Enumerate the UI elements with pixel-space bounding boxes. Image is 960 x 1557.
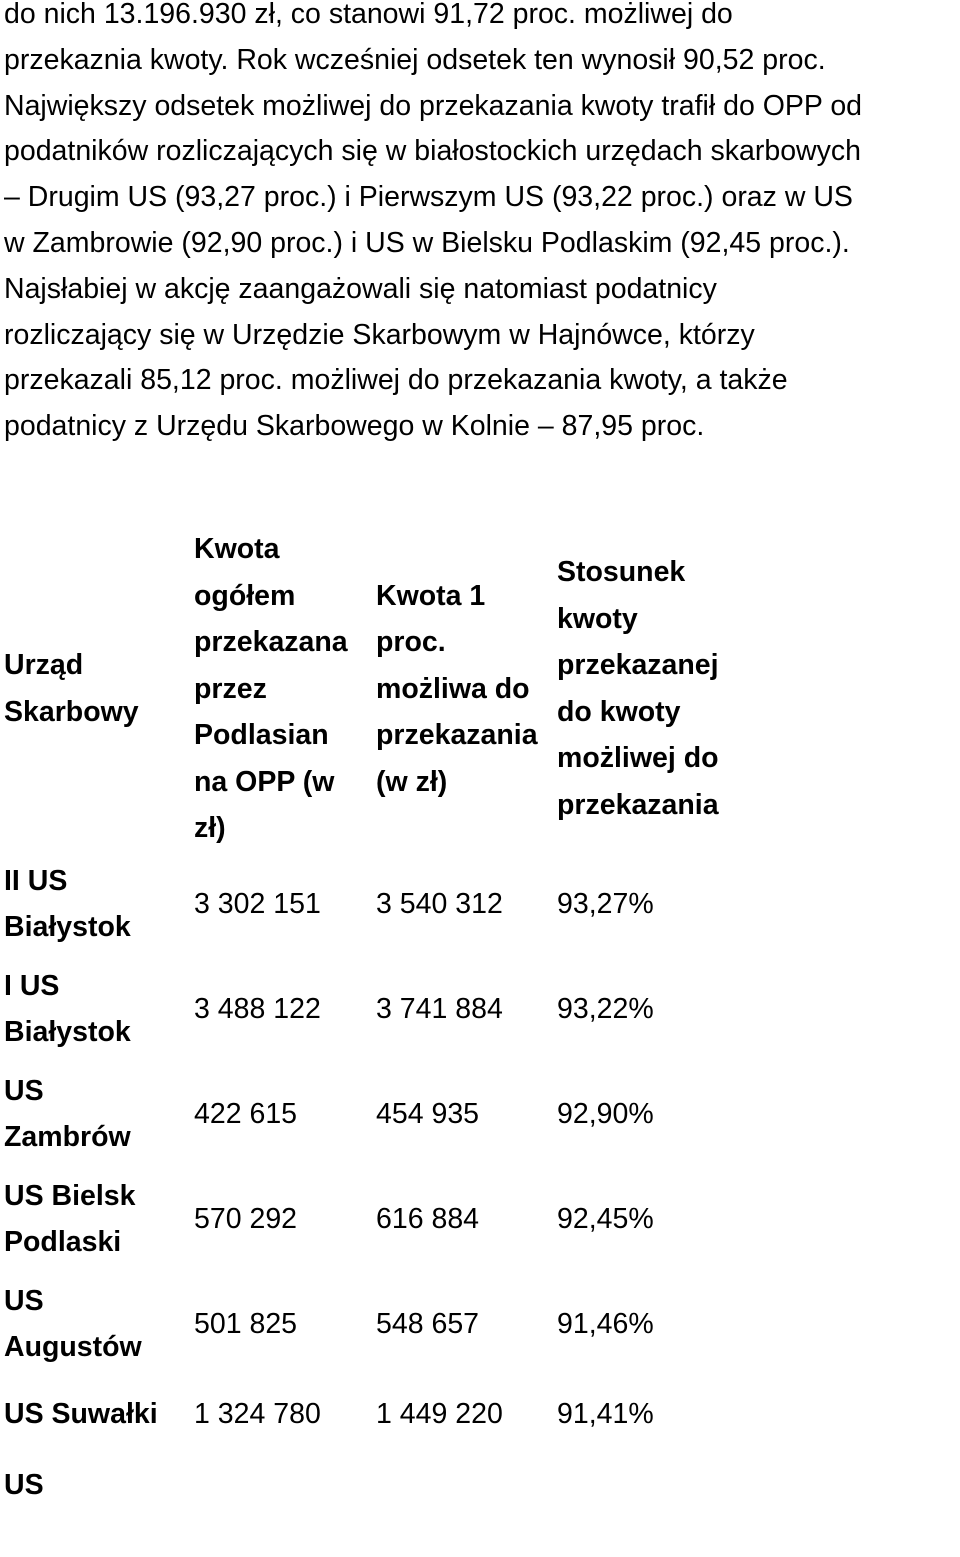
office-cell: I US Białystok bbox=[0, 957, 194, 1062]
office-line: Białystok bbox=[4, 1016, 131, 1048]
table-header: Urząd Skarbowy Kwota ogółem przekazana p… bbox=[0, 526, 777, 852]
table-row: US bbox=[0, 1452, 777, 1557]
office-cell: II US Białystok bbox=[0, 852, 194, 957]
total-cell: 501 825 bbox=[194, 1308, 298, 1340]
header-line: przekazania bbox=[376, 719, 538, 751]
header-line: przez bbox=[194, 672, 267, 705]
header-line: Podlasian bbox=[194, 719, 329, 751]
header-line: zł) bbox=[194, 812, 226, 844]
header-line: przekazana bbox=[194, 626, 348, 658]
table-row: I US Białystok 3 488 122 3 741 884 93,22… bbox=[0, 957, 777, 1062]
paragraph-line: przekaznia kwoty. Rok wcześniej odsetek … bbox=[4, 43, 826, 76]
paragraph-line: Najsłabiej w akcję zaangażowali się nato… bbox=[4, 272, 717, 305]
office-line: US Bielsk bbox=[4, 1180, 136, 1212]
tax-office-table: Urząd Skarbowy Kwota ogółem przekazana p… bbox=[0, 526, 777, 1557]
office-line: II US bbox=[4, 865, 68, 897]
header-line: Urząd bbox=[4, 649, 84, 682]
possible-cell: 3 540 312 bbox=[376, 888, 503, 920]
ratio-cell bbox=[557, 1452, 777, 1557]
paragraph-line: rozliczający się w Urzędzie Skarbowym w … bbox=[4, 318, 755, 351]
office-cell: US Zambrów bbox=[0, 1062, 194, 1167]
header-line: Stosunek bbox=[557, 556, 686, 589]
article-paragraph: do nich 13.196.930 zł, co stanowi 91,72 … bbox=[4, 0, 954, 450]
office-cell: US Bielsk Podlaski bbox=[0, 1167, 194, 1272]
header-line: na OPP (w bbox=[194, 765, 335, 798]
header-line: Kwota 1 bbox=[376, 579, 486, 612]
ratio-cell: 91,41% bbox=[557, 1398, 654, 1430]
possible-cell: 548 657 bbox=[376, 1308, 480, 1340]
header-line: do kwoty bbox=[557, 695, 681, 728]
header-line: Kwota bbox=[194, 533, 280, 565]
ratio-cell: 92,90% bbox=[557, 1098, 654, 1130]
total-cell bbox=[194, 1452, 376, 1557]
office-line: Augustów bbox=[4, 1331, 142, 1363]
header-line: Skarbowy bbox=[4, 695, 139, 728]
office-line: Podlaski bbox=[4, 1226, 122, 1258]
possible-cell: 454 935 bbox=[376, 1098, 480, 1130]
header-line: ogółem bbox=[194, 579, 296, 612]
paragraph-line: Największy odsetek możliwej do przekazan… bbox=[4, 89, 863, 122]
paragraph-line: podatnicy z Urzędu Skarbowego w Kolnie –… bbox=[4, 410, 705, 443]
paragraph-line: – Drugim US (93,27 proc.) i Pierwszym US… bbox=[4, 181, 853, 214]
paragraph-line: do nich 13.196.930 zł, co stanowi 91,72 … bbox=[4, 0, 733, 30]
office-line: US bbox=[4, 1075, 44, 1107]
office-line: US Suwałki bbox=[4, 1398, 158, 1430]
table-row: II US Białystok 3 302 151 3 540 312 93,2… bbox=[0, 852, 777, 957]
possible-cell: 616 884 bbox=[376, 1203, 480, 1235]
header-line: kwoty bbox=[557, 602, 638, 635]
office-cell: US Augustów bbox=[0, 1272, 194, 1377]
ratio-cell: 93,22% bbox=[557, 993, 654, 1025]
total-cell: 422 615 bbox=[194, 1098, 298, 1130]
office-line: I US bbox=[4, 970, 60, 1002]
total-cell: 570 292 bbox=[194, 1203, 298, 1235]
paragraph-line: przekazali 85,12 proc. możliwej do przek… bbox=[4, 364, 788, 397]
table-row: US Augustów 501 825 548 657 91,46% bbox=[0, 1272, 777, 1377]
ratio-cell: 92,45% bbox=[557, 1203, 654, 1235]
office-line: Białystok bbox=[4, 911, 131, 943]
possible-cell: 1 449 220 bbox=[376, 1398, 503, 1430]
office-line: Zambrów bbox=[4, 1121, 131, 1153]
table-row: US Bielsk Podlaski 570 292 616 884 92,45… bbox=[0, 1167, 777, 1272]
office-line: US bbox=[4, 1468, 44, 1501]
header-line: przekazanej bbox=[557, 649, 719, 682]
header-line: możliwa do bbox=[376, 672, 530, 705]
header-possible: Kwota 1 proc. możliwa do przekazania (w … bbox=[376, 526, 557, 852]
total-cell: 1 324 780 bbox=[194, 1398, 321, 1430]
header-row: Urząd Skarbowy Kwota ogółem przekazana p… bbox=[0, 526, 777, 852]
possible-cell: 3 741 884 bbox=[376, 993, 503, 1025]
header-line: (w zł) bbox=[376, 765, 448, 798]
table-row: US Zambrów 422 615 454 935 92,90% bbox=[0, 1062, 777, 1167]
possible-cell bbox=[376, 1452, 557, 1557]
header-office: Urząd Skarbowy bbox=[0, 526, 194, 852]
table-row: US Suwałki 1 324 780 1 449 220 91,41% bbox=[0, 1377, 777, 1452]
header-line: proc. bbox=[376, 626, 446, 658]
header-total: Kwota ogółem przekazana przez Podlasian … bbox=[194, 526, 376, 852]
header-ratio: Stosunek kwoty przekazanej do kwoty możl… bbox=[557, 526, 777, 852]
office-line: US bbox=[4, 1285, 44, 1317]
ratio-cell: 91,46% bbox=[557, 1308, 654, 1340]
paragraph-line: w Zambrowie (92,90 proc.) i US w Bielsku… bbox=[4, 226, 850, 259]
table-body: II US Białystok 3 302 151 3 540 312 93,2… bbox=[0, 852, 777, 1557]
ratio-cell: 93,27% bbox=[557, 888, 654, 920]
office-cell: US Suwałki bbox=[0, 1377, 194, 1452]
total-cell: 3 302 151 bbox=[194, 888, 321, 920]
total-cell: 3 488 122 bbox=[194, 993, 321, 1025]
header-line: przekazania bbox=[557, 788, 719, 821]
header-line: możliwej do bbox=[557, 742, 719, 775]
document-page: do nich 13.196.930 zł, co stanowi 91,72 … bbox=[4, 0, 954, 450]
paragraph-line: podatników rozliczających się w białosto… bbox=[4, 135, 861, 168]
office-cell: US bbox=[0, 1452, 194, 1557]
